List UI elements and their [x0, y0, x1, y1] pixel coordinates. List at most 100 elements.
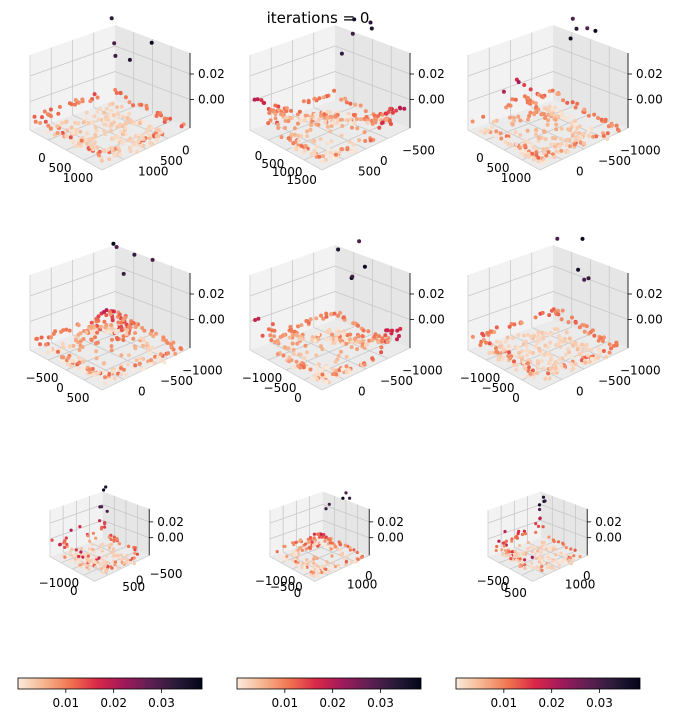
outlier-point	[109, 16, 114, 21]
data-point	[541, 150, 546, 155]
data-point	[523, 144, 528, 149]
data-point	[125, 553, 129, 558]
data-point	[367, 338, 372, 343]
data-point	[549, 112, 554, 117]
data-point	[107, 157, 112, 162]
data-point	[518, 557, 522, 561]
data-point	[332, 88, 337, 93]
data-point	[570, 133, 575, 138]
data-point	[566, 347, 571, 352]
data-point	[318, 344, 323, 349]
data-point	[84, 110, 89, 115]
data-point	[154, 114, 159, 118]
data-point	[268, 333, 273, 338]
data-point	[119, 553, 123, 557]
data-point	[108, 546, 112, 550]
data-point	[103, 381, 108, 386]
data-point	[340, 341, 345, 346]
data-point	[394, 108, 399, 113]
data-point	[358, 117, 363, 122]
y-tick-label: −500	[150, 567, 183, 581]
data-point	[299, 545, 303, 550]
data-point	[322, 115, 327, 120]
data-point	[104, 123, 109, 128]
data-point	[518, 133, 523, 137]
outlier-point	[127, 57, 132, 62]
data-point	[94, 555, 98, 559]
scatter-points	[470, 16, 621, 166]
data-point	[551, 538, 556, 542]
data-point	[331, 367, 335, 372]
data-point	[536, 524, 541, 529]
x-tick-label: −500	[477, 574, 510, 588]
data-point	[517, 146, 522, 150]
data-point	[316, 337, 321, 342]
data-point	[543, 137, 548, 141]
data-point	[603, 117, 608, 122]
data-point	[309, 151, 314, 156]
data-point	[540, 310, 545, 315]
data-point	[601, 339, 605, 343]
data-point	[276, 104, 281, 109]
data-point	[368, 138, 373, 143]
data-point	[303, 542, 308, 546]
data-point	[530, 555, 534, 560]
z-tick-label: 0.00	[418, 93, 445, 107]
data-point	[339, 97, 344, 102]
data-point	[566, 149, 571, 154]
data-point	[312, 532, 316, 536]
data-point	[582, 131, 587, 136]
data-point	[538, 546, 542, 550]
data-point	[351, 321, 356, 326]
data-point	[324, 311, 329, 316]
colorbar-tick-label: 0.03	[586, 696, 613, 710]
data-point	[554, 127, 559, 132]
data-point	[335, 326, 340, 331]
data-point	[351, 142, 356, 147]
data-point	[179, 124, 184, 129]
data-point	[594, 134, 599, 139]
data-point	[513, 97, 518, 102]
data-point	[79, 138, 84, 143]
data-point	[550, 136, 555, 140]
data-point	[269, 338, 274, 343]
data-point	[344, 341, 349, 346]
data-point	[526, 100, 531, 105]
data-point	[569, 367, 574, 372]
data-point	[45, 129, 50, 134]
data-point	[597, 348, 602, 353]
data-point	[505, 335, 510, 340]
data-point	[526, 139, 531, 144]
data-point	[119, 324, 124, 329]
data-point	[501, 347, 506, 352]
data-point	[140, 133, 145, 138]
data-point	[45, 112, 50, 117]
data-point	[55, 131, 60, 135]
data-point	[558, 344, 563, 349]
data-point	[113, 87, 118, 92]
data-point	[558, 137, 563, 141]
data-point	[591, 134, 596, 139]
data-point	[545, 553, 549, 557]
outlier-point	[339, 51, 344, 56]
data-point	[105, 147, 110, 152]
data-point	[549, 142, 553, 147]
data-point	[520, 532, 525, 537]
data-point	[148, 331, 153, 336]
outlier-point	[570, 16, 575, 21]
data-point	[348, 101, 353, 106]
data-point	[588, 330, 593, 335]
data-point	[610, 123, 615, 128]
data-point	[325, 124, 330, 129]
data-point	[535, 371, 540, 376]
data-point	[297, 563, 301, 567]
data-point	[534, 110, 539, 114]
data-point	[319, 313, 323, 318]
data-point	[108, 312, 113, 317]
data-point	[144, 106, 149, 111]
data-point	[346, 554, 350, 558]
data-point	[342, 556, 346, 560]
data-point	[89, 325, 94, 330]
x-tick-label: 500	[261, 157, 284, 171]
data-point	[131, 336, 136, 341]
